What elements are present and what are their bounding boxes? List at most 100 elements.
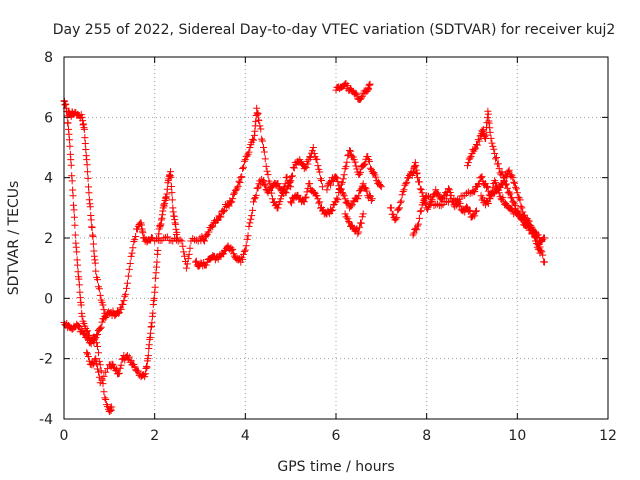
data-point bbox=[354, 230, 362, 238]
data-point bbox=[338, 178, 346, 186]
data-point bbox=[434, 189, 442, 197]
data-point bbox=[262, 162, 270, 170]
data-point bbox=[347, 202, 355, 210]
data-point bbox=[452, 197, 460, 205]
data-point bbox=[453, 196, 461, 204]
data-point bbox=[120, 297, 128, 305]
data-point bbox=[398, 191, 406, 199]
data-point bbox=[513, 189, 521, 197]
data-point bbox=[217, 213, 225, 221]
y-tick-label: 0 bbox=[44, 291, 53, 307]
data-point bbox=[506, 190, 514, 198]
data-point bbox=[82, 146, 90, 154]
data-point bbox=[213, 217, 221, 225]
data-point bbox=[74, 261, 82, 269]
data-point bbox=[339, 190, 347, 198]
x-tick-label: 10 bbox=[508, 428, 526, 444]
data-point bbox=[247, 215, 255, 223]
x-tick-label: 6 bbox=[332, 428, 341, 444]
data-point bbox=[364, 153, 372, 161]
data-point bbox=[516, 196, 524, 204]
data-point bbox=[299, 197, 307, 205]
data-point bbox=[115, 309, 123, 317]
data-point bbox=[347, 147, 355, 155]
data-point bbox=[432, 201, 440, 209]
data-point bbox=[192, 257, 200, 265]
data-point bbox=[243, 235, 251, 243]
data-point bbox=[229, 245, 237, 253]
data-point bbox=[315, 199, 323, 207]
data-point bbox=[502, 181, 510, 189]
data-point bbox=[220, 208, 228, 216]
data-point bbox=[75, 281, 83, 289]
data-point bbox=[97, 323, 105, 331]
data-point bbox=[125, 353, 133, 361]
data-point bbox=[463, 162, 471, 170]
data-point bbox=[227, 199, 235, 207]
data-point bbox=[94, 349, 102, 357]
data-point bbox=[239, 255, 247, 263]
data-point bbox=[283, 173, 291, 181]
data-point bbox=[323, 186, 331, 194]
data-point bbox=[123, 352, 131, 360]
y-tick-label: 6 bbox=[44, 110, 53, 126]
data-point bbox=[245, 222, 253, 230]
data-point bbox=[128, 249, 136, 257]
data-point bbox=[84, 174, 92, 182]
data-point bbox=[183, 260, 191, 268]
data-point bbox=[399, 188, 407, 195]
data-point bbox=[512, 183, 520, 191]
data-point bbox=[260, 181, 268, 189]
data-point bbox=[466, 154, 474, 162]
data-point bbox=[127, 252, 135, 260]
data-point bbox=[373, 177, 381, 185]
data-point bbox=[168, 189, 176, 197]
data-point bbox=[281, 188, 289, 196]
data-point bbox=[357, 219, 365, 227]
data-point bbox=[240, 163, 248, 171]
data-point bbox=[484, 110, 492, 118]
data-point bbox=[409, 231, 417, 239]
data-point bbox=[342, 163, 350, 171]
data-point bbox=[75, 323, 83, 331]
data-point bbox=[89, 233, 97, 241]
data-point bbox=[186, 244, 194, 252]
data-point bbox=[131, 363, 139, 371]
data-point bbox=[424, 192, 432, 200]
data-point bbox=[220, 206, 228, 214]
data-point bbox=[487, 189, 495, 197]
data-point bbox=[78, 312, 86, 320]
data-point bbox=[205, 228, 213, 236]
data-point bbox=[171, 234, 179, 242]
data-point bbox=[368, 195, 376, 203]
data-point bbox=[491, 150, 499, 158]
data-point bbox=[328, 206, 336, 214]
data-point bbox=[237, 174, 245, 182]
data-point bbox=[153, 258, 161, 266]
data-point bbox=[526, 224, 534, 232]
data-point bbox=[130, 237, 138, 245]
data-point bbox=[303, 188, 311, 196]
data-point bbox=[507, 172, 515, 180]
data-point bbox=[180, 248, 188, 256]
data-point bbox=[184, 255, 192, 263]
data-point bbox=[88, 223, 96, 231]
data-point bbox=[87, 216, 95, 224]
data-point bbox=[471, 212, 479, 220]
data-point bbox=[216, 212, 224, 220]
y-tick-label: 4 bbox=[44, 171, 53, 187]
data-point bbox=[75, 322, 83, 330]
series-sdtvar bbox=[60, 80, 549, 415]
data-point bbox=[487, 134, 495, 142]
data-point bbox=[64, 119, 72, 127]
data-point bbox=[108, 360, 116, 368]
data-point bbox=[240, 250, 248, 258]
data-point bbox=[309, 144, 317, 151]
data-point bbox=[121, 292, 129, 300]
data-point bbox=[95, 285, 103, 293]
data-point bbox=[334, 196, 342, 204]
data-point bbox=[256, 122, 264, 130]
data-point bbox=[306, 180, 314, 188]
data-point bbox=[333, 174, 341, 182]
